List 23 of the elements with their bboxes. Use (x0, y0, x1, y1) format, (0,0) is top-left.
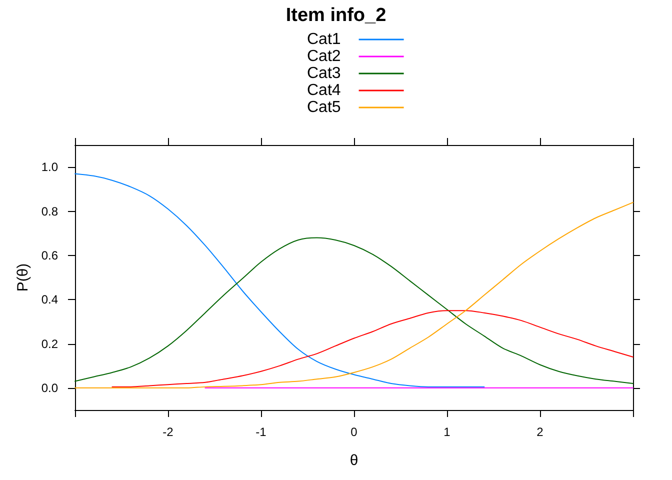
x-axis-title: θ (350, 452, 358, 469)
line-series (74, 237, 634, 384)
legend-label: Cat2 (307, 48, 341, 65)
line-series (74, 173, 485, 388)
x-tick-label: 2 (536, 425, 544, 439)
y-tick-label: 1.0 (41, 160, 58, 174)
legend-label: Cat4 (307, 82, 341, 99)
y-tick-label: 0.0 (41, 380, 58, 395)
legend-label: Cat5 (307, 99, 341, 116)
line-series (74, 202, 634, 388)
y-tick-label: 0.4 (41, 292, 58, 307)
x-tick-label: 1 (444, 425, 451, 439)
y-axis-title: P(θ) (14, 263, 32, 292)
x-tick-label: -1 (256, 425, 267, 439)
y-tick-label: 0.2 (41, 336, 58, 351)
y-tick-label: 0.8 (41, 204, 58, 218)
x-tick-label: -2 (162, 425, 174, 439)
y-tick-label: 0.6 (41, 248, 58, 262)
line-series (112, 310, 634, 388)
chart-title: Item info_2 (286, 5, 386, 26)
x-tick-label: 0 (350, 425, 358, 439)
legend-label: Cat3 (307, 65, 341, 82)
legend-label: Cat1 (307, 31, 341, 48)
